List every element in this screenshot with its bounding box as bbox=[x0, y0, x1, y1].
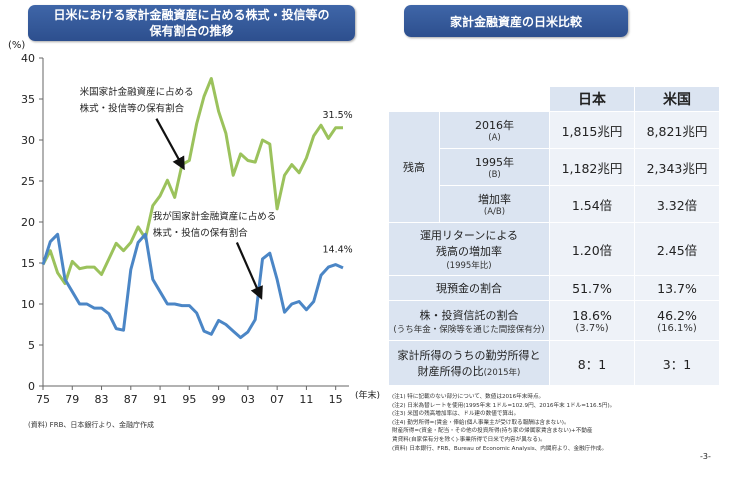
cell-us-growth: 3.32倍 bbox=[634, 185, 720, 223]
annotation-text: 株式・投信等の保有割合 bbox=[80, 102, 185, 114]
x-tick-label: 87 bbox=[124, 393, 138, 406]
x-tick-label: 03 bbox=[241, 393, 255, 406]
row-label-return-sub: (1995年比) bbox=[446, 261, 492, 271]
row-label-income-text1: 家計所得のうちの勤労所得と bbox=[397, 349, 541, 362]
row-label-1995-text: 1995年 bbox=[475, 156, 514, 169]
left-title-line1: 日米における家計金融資産に占める株式・投信等の bbox=[53, 8, 330, 22]
note-3: (注3) 米国の残高増加率は、ドル建の数値で算出。 bbox=[392, 411, 520, 418]
col-header-us: 米国 bbox=[634, 86, 720, 112]
row-label-equity-sub: (うち年金・保険等を通じた間接保有分) bbox=[393, 324, 545, 335]
cell-jp-return: 1.20倍 bbox=[549, 222, 635, 276]
y-tick-label: 10 bbox=[21, 298, 35, 311]
cell-jp-cash: 51.7% bbox=[549, 275, 635, 301]
cell-jp-income: 8：1 bbox=[549, 340, 635, 386]
annotation-text: 米国家計金融資産に占める bbox=[80, 86, 194, 98]
cell-jp-equity: 18.6% (3.7%) bbox=[549, 300, 635, 341]
japan-annotation-arrow bbox=[235, 242, 263, 300]
row-label-income: 家計所得のうちの勤労所得と 財産所得の比(2015年) bbox=[388, 340, 550, 386]
x-tick-label: 11 bbox=[299, 393, 313, 406]
y-tick-label: 20 bbox=[21, 216, 35, 229]
us-annotation-arrow bbox=[155, 118, 185, 171]
table-corner bbox=[388, 86, 550, 112]
page-number: -3- bbox=[700, 452, 711, 461]
col-header-japan: 日本 bbox=[549, 86, 635, 112]
footnotes: (注1) 特に記載のない部分について、数値は2016年末時点。 (注2) 日米為… bbox=[392, 393, 732, 453]
y-tick-label: 0 bbox=[28, 380, 35, 393]
left-title-line2: 保有割合の推移 bbox=[149, 24, 234, 38]
cell-us-return: 2.45倍 bbox=[634, 222, 720, 276]
cell-jp-2016: 1,815兆円 bbox=[549, 111, 635, 149]
note-source: (資料) 日本銀行、FRB、Bureau of Economic Analysi… bbox=[392, 445, 608, 452]
cell-us-1995: 2,343兆円 bbox=[634, 148, 720, 186]
x-tick-label: 15 bbox=[329, 393, 343, 406]
row-label-growth-sub: (A/B) bbox=[483, 207, 506, 217]
cell-jp-equity-main: 18.6% bbox=[572, 307, 612, 323]
note-4: (注4) 勤労所得=(賃金・俸給(個人事業主が受け取る報酬は含まない)。 bbox=[392, 419, 570, 426]
cell-jp-growth: 1.54倍 bbox=[549, 185, 635, 223]
x-tick-label: 91 bbox=[153, 393, 167, 406]
cell-us-equity-main: 46.2% bbox=[657, 307, 697, 323]
row-group-balance: 残高 bbox=[388, 111, 440, 223]
row-label-growth: 増加率 (A/B) bbox=[439, 185, 550, 223]
note-6: 賃貸料(自家保有分を除く)·事業所得で日米で内容が異なる)。 bbox=[392, 436, 546, 443]
x-tick-label: 95 bbox=[182, 393, 196, 406]
left-panel-title: 日米における家計金融資産に占める株式・投信等の 保有割合の推移 bbox=[28, 5, 355, 41]
annotation-text: 我が国家計金融資産に占める bbox=[153, 211, 277, 223]
note-1: (注1) 特に記載のない部分について、数値は2016年末時点。 bbox=[392, 394, 545, 400]
row-label-cash: 現預金の割合 bbox=[388, 275, 550, 301]
note-2: (注2) 日米為替レートを使用(1995年末 1ドル=102.9円、2016年末… bbox=[392, 402, 616, 409]
row-label-return: 運用リターンによる 残高の増加率 (1995年比) bbox=[388, 222, 550, 276]
row-label-2016: 2016年 (A) bbox=[439, 111, 550, 149]
x-tick-label: 83 bbox=[95, 393, 109, 406]
row-label-1995-sub: (B) bbox=[488, 170, 501, 180]
annotation-text: 株式・投信の保有割合 bbox=[153, 227, 249, 239]
x-tick-label: 99 bbox=[212, 393, 226, 406]
right-panel-title: 家計金融資産の日米比較 bbox=[404, 5, 628, 37]
note-5: 財産所得=(資金・配当・その他の投資所得(持ち家の帰属家賃含まない)+不動産 bbox=[392, 428, 593, 435]
x-tick-label: 79 bbox=[65, 393, 79, 406]
row-label-return-text1: 運用リターンによる bbox=[419, 229, 519, 242]
chart-source: (資料) FRB、日本銀行より、金融庁作成 bbox=[28, 421, 154, 429]
row-label-income-sub: (2015年) bbox=[483, 368, 521, 378]
y-tick-label: 15 bbox=[21, 257, 35, 270]
us-series-line bbox=[41, 77, 343, 285]
row-label-income-text2: 財産所得の比 bbox=[417, 365, 484, 378]
row-label-2016-sub: (A) bbox=[488, 133, 501, 143]
cell-us-cash: 13.7% bbox=[634, 275, 720, 301]
row-label-equity: 株・投資信託の割合 (うち年金・保険等を通じた間接保有分) bbox=[388, 300, 550, 341]
cell-us-equity-sub: (16.1%) bbox=[657, 322, 697, 334]
japan-series-line bbox=[41, 232, 344, 340]
annotation-text: 31.5% bbox=[323, 110, 353, 121]
row-label-return-text2: 残高の増加率 bbox=[436, 245, 502, 258]
cell-jp-equity-sub: (3.7%) bbox=[575, 322, 609, 334]
y-tick-label: 40 bbox=[21, 52, 35, 65]
cell-us-equity: 46.2% (16.1%) bbox=[634, 300, 720, 341]
comparison-table: 日本 米国 残高 2016年 (A) 1,815兆円 8,821兆円 1995年… bbox=[388, 86, 720, 386]
y-axis-label: (%) bbox=[8, 40, 25, 51]
x-axis-label: (年末) bbox=[355, 389, 380, 401]
row-label-2016-text: 2016年 bbox=[475, 119, 514, 132]
row-label-income-line2: 財産所得の比(2015年) bbox=[389, 363, 549, 379]
y-tick-label: 35 bbox=[21, 93, 35, 106]
cell-jp-1995: 1,182兆円 bbox=[549, 148, 635, 186]
row-label-1995: 1995年 (B) bbox=[439, 148, 550, 186]
x-tick-label: 75 bbox=[36, 393, 50, 406]
y-tick-label: 5 bbox=[28, 339, 35, 352]
cell-us-2016: 8,821兆円 bbox=[634, 111, 720, 149]
annotation-text: 14.4% bbox=[323, 244, 353, 255]
row-label-growth-text: 増加率 bbox=[478, 193, 511, 206]
x-tick-label: 07 bbox=[270, 393, 284, 406]
row-label-equity-text: 株・投資信託の割合 bbox=[419, 308, 519, 322]
cell-us-income: 3：1 bbox=[634, 340, 720, 386]
y-tick-label: 30 bbox=[21, 134, 35, 147]
y-tick-label: 25 bbox=[21, 175, 35, 188]
